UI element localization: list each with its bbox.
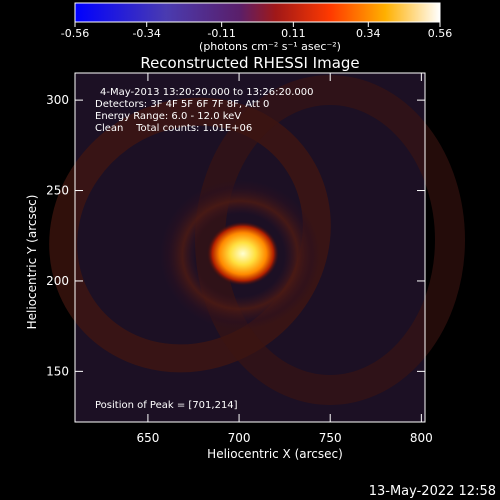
- colorbar-unit-label: (photons cm⁻² s⁻¹ asec⁻²): [199, 40, 341, 53]
- plot-area: [49, 73, 465, 422]
- colorbar-tick-label: -0.11: [207, 27, 235, 40]
- colorbar-ticks: -0.56 -0.34 -0.11 0.11 0.34 0.56: [61, 22, 452, 40]
- annotation-detectors: Detectors: 3F 4F 5F 6F 7F 8F, Att 0: [95, 99, 269, 110]
- x-tick-label: 650: [136, 431, 159, 445]
- colorbar-tick-label: 0.34: [356, 27, 381, 40]
- colorbar-tick-label: -0.34: [132, 27, 160, 40]
- chart-title: Reconstructed RHESSI Image: [140, 54, 359, 72]
- footer-date: 13-May-2022 12:58: [369, 484, 496, 499]
- annotation-energy: Energy Range: 6.0 - 12.0 keV: [95, 111, 241, 122]
- y-tick-label: 250: [46, 184, 69, 198]
- x-tick-label: 800: [410, 431, 433, 445]
- annotation-peak: Position of Peak = [701,214]: [95, 400, 238, 411]
- y-tick-label: 300: [46, 93, 69, 107]
- colorbar-tick-label: -0.56: [61, 27, 89, 40]
- colorbar-tick-label: 0.56: [428, 27, 453, 40]
- axis-ticks: 650 700 750 800 150 200 250 300: [46, 73, 433, 445]
- sidelobe-arc-left: [49, 97, 331, 373]
- x-axis-label: Heliocentric X (arcsec): [207, 447, 343, 461]
- y-axis-label: Heliocentric Y (arcsec): [25, 195, 39, 330]
- x-tick-label: 750: [319, 431, 342, 445]
- plot-frame: [74, 72, 426, 423]
- annotation-clean: Clean Total counts: 1.01E+06: [95, 123, 252, 134]
- y-tick-label: 150: [46, 364, 69, 378]
- peak-source: [206, 221, 279, 286]
- colorbar: [74, 2, 441, 23]
- colorbar-tick-label: 0.11: [281, 27, 306, 40]
- annotation-time: 4-May-2013 13:20:20.000 to 13:26:20.000: [100, 87, 313, 98]
- x-tick-label: 700: [228, 431, 251, 445]
- y-tick-label: 200: [46, 274, 69, 288]
